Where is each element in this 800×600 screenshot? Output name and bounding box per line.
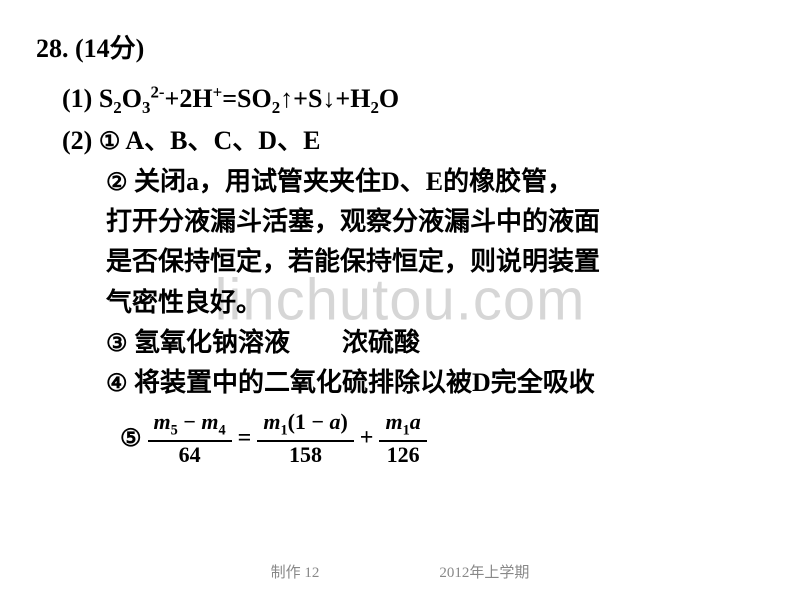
marker-5: ⑤ (120, 424, 142, 453)
item-1: (2) ① A、B、C、D、E (36, 121, 764, 161)
item-2-line1: ② 关闭a，用试管夹夹住D、E的橡胶管， (36, 162, 764, 202)
footer: 制作 12 2012年上学期 (0, 561, 800, 582)
footer-left: 制作 12 (271, 561, 320, 582)
plus-sign: + (360, 425, 374, 452)
marker-3: ③ (106, 326, 128, 363)
footer-right: 2012年上学期 (439, 561, 529, 582)
item-2-line2: 打开分液漏斗活塞，观察分液漏斗中的液面 (36, 202, 764, 242)
marker-1: ① (99, 124, 121, 161)
equals-sign: = (238, 425, 252, 452)
item-2-line3: 是否保持恒定，若能保持恒定，则说明装置 (36, 242, 764, 282)
question-header: 28. (14分) (36, 28, 764, 65)
item-3: ③ 氢氧化钠溶液 浓硫酸 (36, 323, 764, 363)
fraction-2: m1(1 − a) 158 (257, 409, 353, 468)
fraction-3: m1a 126 (379, 409, 426, 468)
equation-1: (1) S2O32-+2H+=SO2↑+S↓+H2O (36, 79, 764, 121)
marker-2: ② (106, 165, 128, 202)
marker-4: ④ (106, 366, 128, 403)
item-5-equation: ⑤ m5 − m4 64 = m1(1 − a) 158 + m1a 126 (36, 409, 427, 468)
fraction-1: m5 − m4 64 (148, 409, 232, 468)
item-2-line4: 气密性良好。 (36, 283, 764, 323)
item-4: ④ 将装置中的二氧化硫排除以被D完全吸收 (36, 363, 764, 403)
